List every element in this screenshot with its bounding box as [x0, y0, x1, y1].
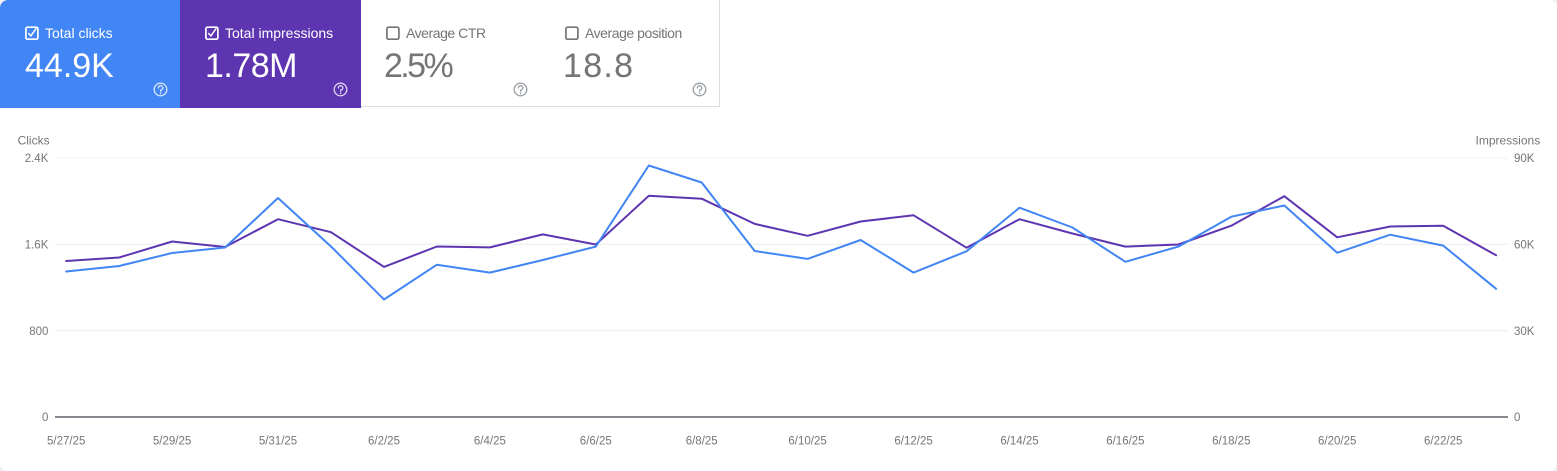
svg-text:6/4/25: 6/4/25 [474, 435, 506, 447]
svg-text:30K: 30K [1514, 326, 1535, 338]
svg-text:0: 0 [42, 412, 48, 424]
svg-text:90K: 90K [1514, 153, 1535, 165]
svg-text:5/31/25: 5/31/25 [259, 435, 297, 447]
svg-text:6/16/25: 6/16/25 [1106, 435, 1144, 447]
svg-text:60K: 60K [1514, 240, 1535, 252]
svg-text:6/6/25: 6/6/25 [580, 435, 612, 447]
svg-text:800: 800 [29, 326, 48, 338]
svg-text:6/10/25: 6/10/25 [788, 435, 826, 447]
svg-text:Impressions: Impressions [1476, 134, 1541, 148]
svg-text:6/8/25: 6/8/25 [686, 435, 718, 447]
svg-text:6/18/25: 6/18/25 [1212, 435, 1250, 447]
svg-text:6/2/25: 6/2/25 [368, 435, 400, 447]
svg-text:2.4K: 2.4K [25, 153, 49, 165]
svg-text:6/22/25: 6/22/25 [1424, 435, 1462, 447]
svg-text:0: 0 [1514, 412, 1520, 424]
svg-text:6/14/25: 6/14/25 [1000, 435, 1038, 447]
svg-text:6/20/25: 6/20/25 [1318, 435, 1356, 447]
svg-text:5/29/25: 5/29/25 [153, 435, 191, 447]
svg-text:Clicks: Clicks [18, 134, 50, 148]
svg-text:6/12/25: 6/12/25 [894, 435, 932, 447]
svg-text:5/27/25: 5/27/25 [47, 435, 85, 447]
svg-text:1.6K: 1.6K [25, 240, 49, 252]
